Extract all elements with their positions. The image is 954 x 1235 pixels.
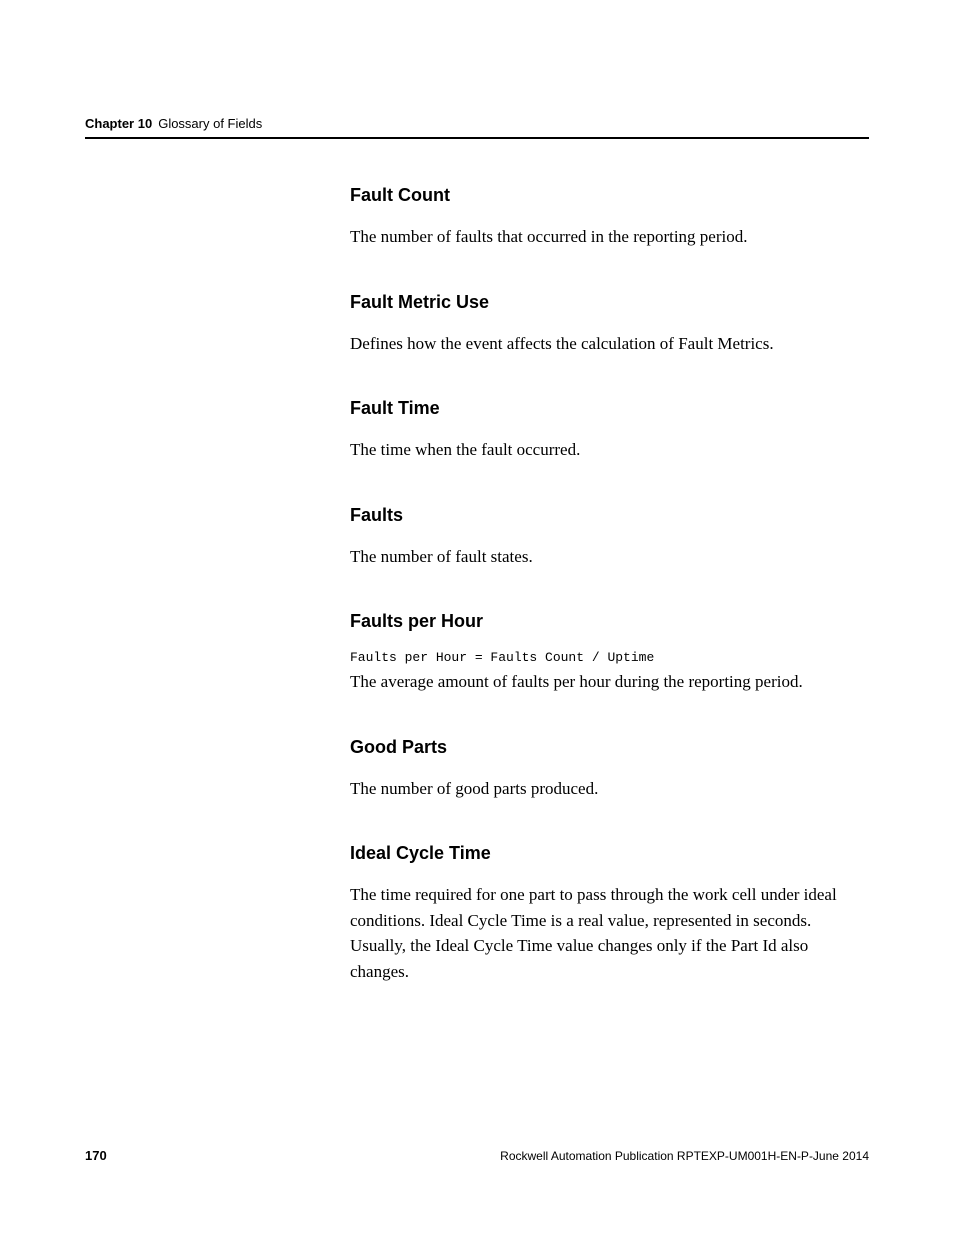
publication-info: Rockwell Automation Publication RPTEXP-U… xyxy=(500,1149,869,1163)
term-heading: Ideal Cycle Time xyxy=(350,843,869,864)
term-heading: Good Parts xyxy=(350,737,869,758)
term-description: The time when the fault occurred. xyxy=(350,437,869,463)
page-footer: 170 Rockwell Automation Publication RPTE… xyxy=(85,1148,869,1163)
term-heading: Fault Metric Use xyxy=(350,292,869,313)
term-heading: Faults per Hour xyxy=(350,611,869,632)
chapter-label: Chapter 10 xyxy=(85,116,152,131)
term-description: Defines how the event affects the calcul… xyxy=(350,331,869,357)
term-description: The time required for one part to pass t… xyxy=(350,882,869,984)
term-description: The number of faults that occurred in th… xyxy=(350,224,869,250)
chapter-title: Glossary of Fields xyxy=(158,116,262,131)
term-description: The number of good parts produced. xyxy=(350,776,869,802)
page-number: 170 xyxy=(85,1148,107,1163)
term-description: The average amount of faults per hour du… xyxy=(350,669,869,695)
term-heading: Fault Count xyxy=(350,185,869,206)
page-header: Chapter 10 Glossary of Fields xyxy=(85,115,869,139)
term-heading: Fault Time xyxy=(350,398,869,419)
term-description: The number of fault states. xyxy=(350,544,869,570)
term-formula: Faults per Hour = Faults Count / Uptime xyxy=(350,650,869,665)
term-heading: Faults xyxy=(350,505,869,526)
glossary-content: Fault Count The number of faults that oc… xyxy=(350,185,869,1026)
